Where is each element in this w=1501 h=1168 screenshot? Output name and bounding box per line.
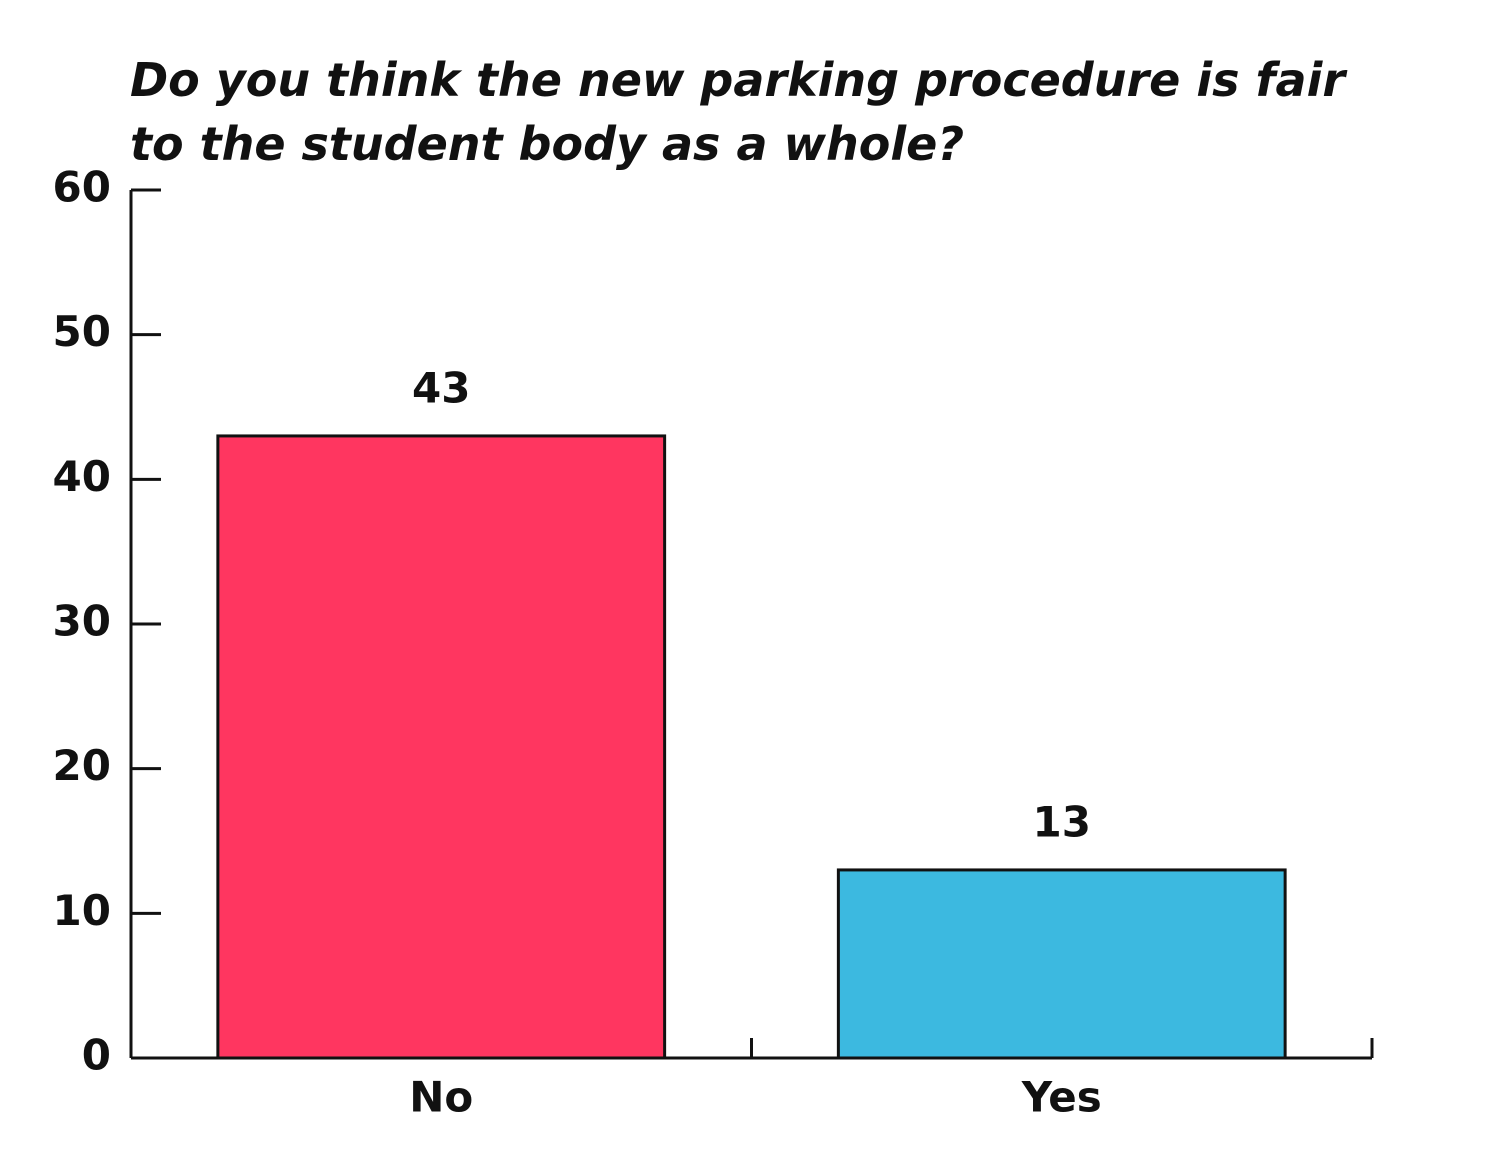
y-tick-label: 20 [53,741,111,790]
y-tick-label: 10 [53,886,111,935]
y-tick-label: 0 [82,1031,111,1080]
x-tick-label: Yes [1021,1073,1102,1122]
bar [216,434,667,1060]
y-tick-label: 50 [53,307,111,356]
bar [836,868,1287,1060]
value-label: 13 [1033,797,1091,846]
value-label: 43 [412,363,470,412]
chart-title: Do you think the new parking procedure i… [130,53,1346,171]
y-tick-label: 60 [53,163,111,212]
y-tick-label: 40 [53,452,111,501]
x-tick-label: No [409,1073,473,1122]
y-tick-label: 30 [53,597,111,646]
